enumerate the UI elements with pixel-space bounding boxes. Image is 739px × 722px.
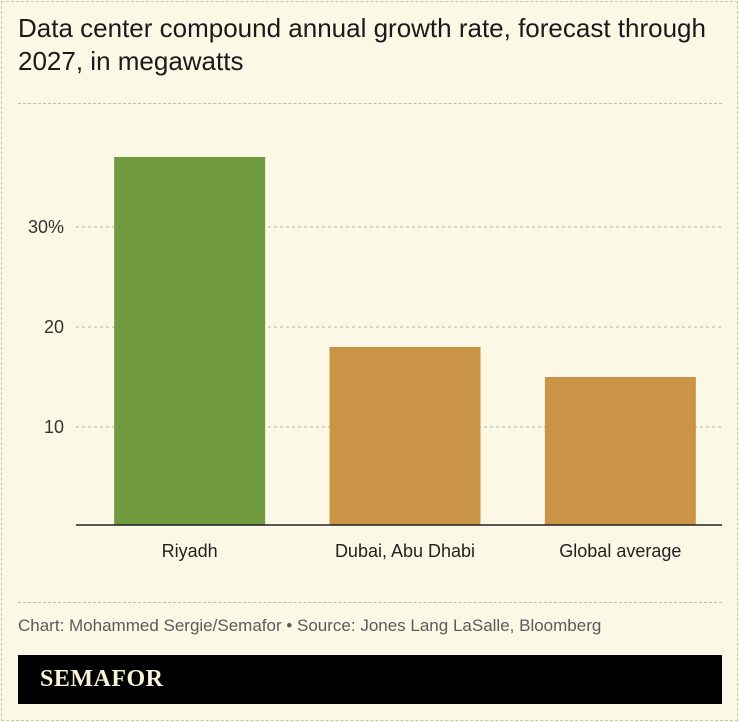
bar-global-average [544,377,696,525]
y-tick-label: 30% [28,217,64,237]
x-tick-label: Riyadh [162,541,218,561]
y-tick-label: 20 [44,317,64,337]
bar-chart: 10 20 30% Riyadh Dubai, Abu Dhabi Global aver… [28,157,722,561]
x-tick-label: Global average [559,541,681,561]
bar-riyadh [114,157,266,525]
bar-dubai-abu-dhabi [329,347,481,525]
chart-credit: Chart: Mohammed Sergie/Semafor • Source:… [18,616,602,635]
chart-title: Data center compound annual growth rate,… [18,13,706,76]
logo-bar: SEMAFOR [18,655,722,704]
y-tick-label: 10 [44,417,64,437]
semafor-logo: SEMAFOR [40,666,164,692]
footer-divider [18,602,722,603]
x-tick-label: Dubai, Abu Dhabi [335,541,475,561]
title-divider [18,103,722,104]
